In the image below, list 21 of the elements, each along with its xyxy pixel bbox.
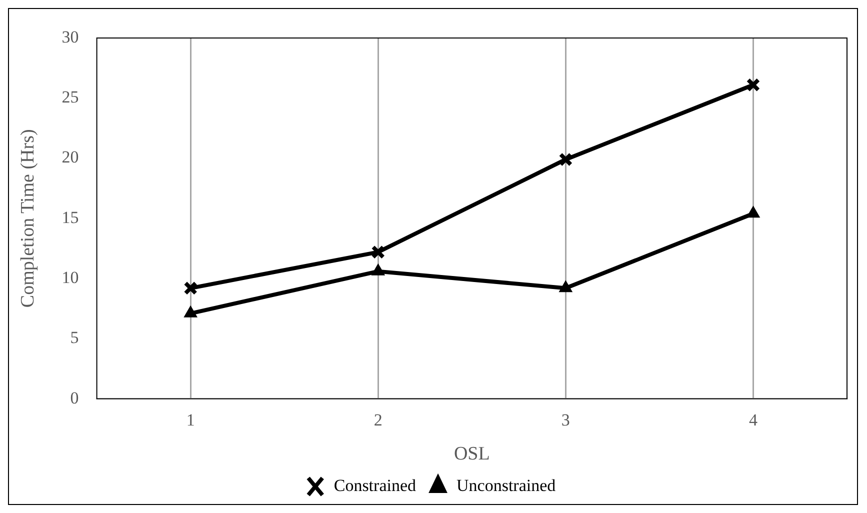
y-tick-label: 5 xyxy=(70,328,79,348)
point xyxy=(184,306,198,318)
y-axis-title: Completion Time (Hrs) xyxy=(17,129,38,308)
y-tick-label: 10 xyxy=(62,268,79,287)
y-tick-label: 20 xyxy=(62,148,79,167)
x-tick-label: 2 xyxy=(374,410,382,430)
point xyxy=(746,206,760,218)
point xyxy=(746,78,760,92)
y-tick-label: 30 xyxy=(62,27,79,46)
x-tick-label: 3 xyxy=(561,410,570,430)
point xyxy=(559,280,572,292)
point xyxy=(558,152,573,166)
legend-label: Constrained xyxy=(334,476,417,495)
x-tick-label: 1 xyxy=(186,410,195,430)
x-axis-title: OSL xyxy=(454,444,490,465)
x-tick-label: 4 xyxy=(748,410,758,430)
y-tick-label: 25 xyxy=(62,88,79,107)
y-tick-label: 0 xyxy=(70,388,79,408)
point xyxy=(372,264,385,276)
y-tick-label: 15 xyxy=(62,208,79,227)
legend-label: Unconstrained xyxy=(456,476,556,495)
